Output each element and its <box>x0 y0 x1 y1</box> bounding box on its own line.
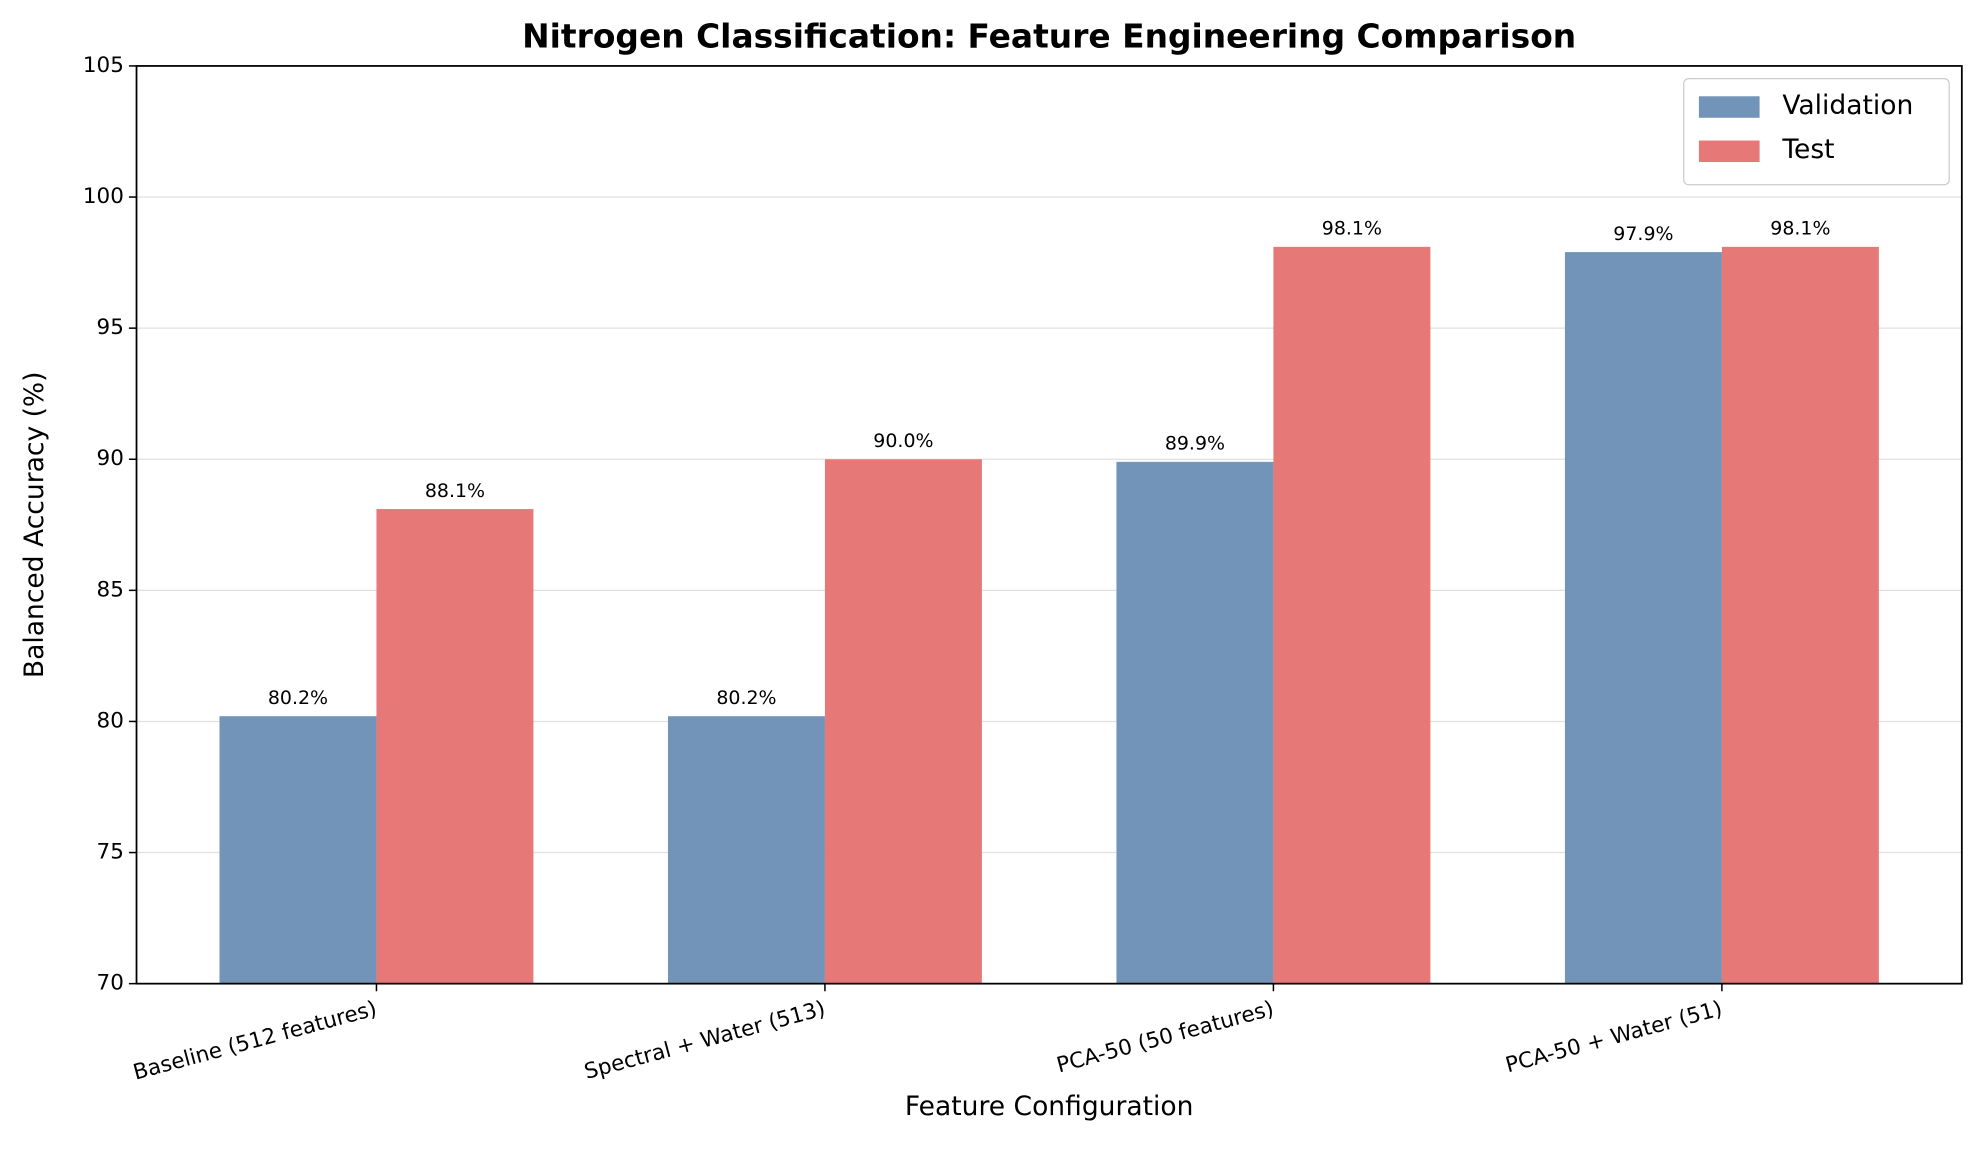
bar <box>1116 461 1274 984</box>
value-label: 97.9% <box>1613 223 1673 245</box>
bar <box>1564 252 1722 984</box>
value-label: 98.1% <box>1322 218 1382 240</box>
axes-frame <box>135 65 1963 985</box>
bar <box>219 716 377 984</box>
value-label: 90.0% <box>873 430 933 452</box>
y-tick-label: 90 <box>97 446 124 471</box>
y-axis-label: Balanced Accuracy (%) <box>19 372 50 679</box>
bar <box>824 459 982 984</box>
legend-label: Test <box>1781 134 1834 165</box>
value-label: 88.1% <box>425 480 485 502</box>
value-label: 80.2% <box>268 687 328 709</box>
x-axis-label: Feature Configuration <box>905 1091 1194 1122</box>
value-label: 98.1% <box>1770 218 1830 240</box>
legend-label: Validation <box>1782 90 1913 121</box>
value-label: 89.9% <box>1165 433 1225 455</box>
chart-title: Nitrogen Classification: Feature Enginee… <box>522 17 1576 56</box>
y-tick-label: 95 <box>97 315 124 340</box>
bar <box>667 716 825 984</box>
legend-swatch <box>1698 140 1760 163</box>
y-tick-label: 105 <box>83 53 124 78</box>
bar <box>1273 246 1431 984</box>
bar <box>1721 246 1879 984</box>
bar <box>376 509 534 984</box>
y-tick-label: 85 <box>97 577 124 602</box>
value-label: 80.2% <box>716 687 776 709</box>
y-tick-label: 80 <box>97 708 124 733</box>
y-tick-label: 70 <box>97 971 124 996</box>
y-tick-label: 75 <box>97 840 124 865</box>
y-tick-label: 100 <box>83 184 124 209</box>
legend-swatch <box>1698 96 1760 118</box>
